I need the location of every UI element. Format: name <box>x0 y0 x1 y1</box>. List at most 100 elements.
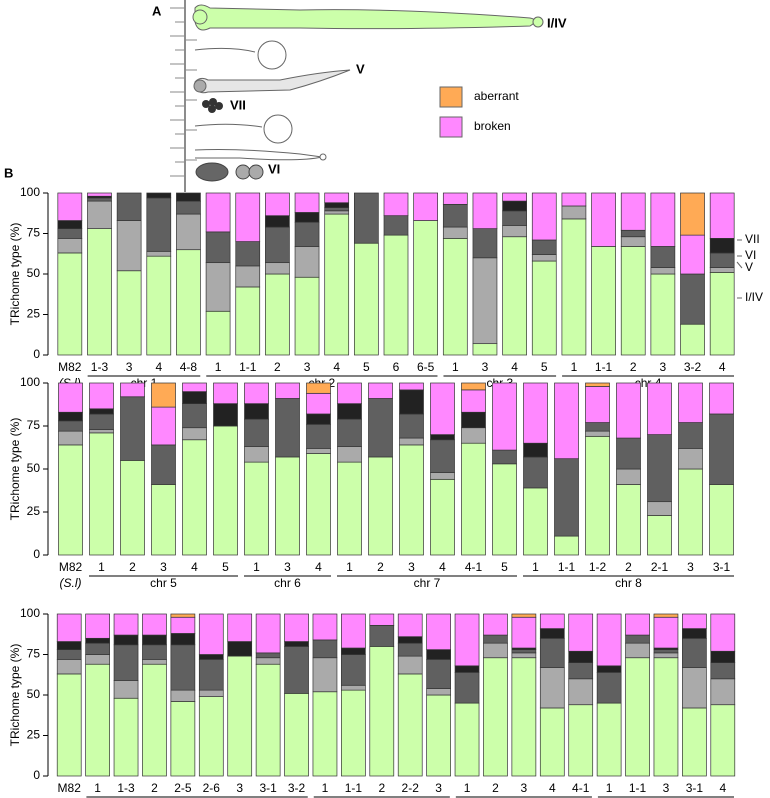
bar-segment <box>182 391 207 404</box>
x-tick-label: 2-1 <box>651 560 669 574</box>
x-tick-label: 6-5 <box>417 360 435 374</box>
y-tick-label: 50 <box>27 687 41 701</box>
bar-segment <box>146 250 172 257</box>
bar-segment <box>341 689 366 777</box>
bar-segment <box>430 434 455 441</box>
bar-segment <box>227 655 253 777</box>
bar-segment <box>353 192 379 244</box>
bar-segment <box>89 432 114 556</box>
bar-segment <box>227 613 253 642</box>
bar-segment <box>324 210 350 215</box>
bar-segment <box>182 382 207 392</box>
bar-segment <box>170 644 196 691</box>
bar-segment <box>430 478 455 556</box>
group-label: chr 5 <box>150 576 177 590</box>
bar-segment <box>523 382 548 444</box>
bar-segment <box>442 226 468 239</box>
bar-segment <box>596 613 622 667</box>
x-tick-label: 2-5 <box>174 781 192 795</box>
bar-segment <box>265 192 290 217</box>
series-label: I/IV <box>745 290 763 304</box>
y-tick-label: 0 <box>33 547 40 561</box>
x-tick-label: 2 <box>274 360 281 374</box>
x-tick-label: 1-3 <box>117 781 135 795</box>
x-tick-label: 1 <box>532 560 539 574</box>
bar-segment <box>442 192 468 205</box>
bar-segment <box>306 423 331 449</box>
bar-segment <box>710 650 736 663</box>
bar-segment <box>709 382 734 415</box>
x-tick-label: 1-1 <box>345 781 363 795</box>
bar-segment <box>511 613 537 618</box>
bar-segment <box>680 323 705 356</box>
bar-segment <box>116 220 142 272</box>
y-tick-label: 75 <box>27 418 41 432</box>
bar-segment <box>678 382 703 423</box>
y-tick-label: 25 <box>27 728 41 742</box>
bar-segment <box>255 652 281 659</box>
bar-segment <box>306 448 331 454</box>
x-tick-label: M82 <box>59 560 83 574</box>
bar-segment <box>399 389 424 415</box>
bar-segment <box>87 197 112 202</box>
bar-segment <box>585 422 610 432</box>
bar-segment <box>57 220 83 229</box>
bar-segment <box>461 389 486 413</box>
bar-segment <box>294 276 320 356</box>
bar-segment <box>151 484 176 556</box>
bar-segment <box>182 427 207 441</box>
bar-segment <box>523 487 548 556</box>
bar-segment <box>244 461 269 556</box>
group-label: chr 7 <box>414 576 441 590</box>
bar-segment <box>554 458 579 537</box>
x-tick-label: 1-3 <box>91 360 109 374</box>
bar-segment <box>502 200 527 212</box>
y-tick-label: 0 <box>33 347 40 361</box>
bar-segment <box>397 673 423 777</box>
bar-segment <box>151 406 176 446</box>
x-tick-label: 4-8 <box>180 360 198 374</box>
bar-segment <box>710 662 736 680</box>
x-tick-label: 1 <box>346 560 353 574</box>
bar-segment <box>397 613 423 638</box>
x-tick-label: 3 <box>284 560 291 574</box>
bar-segment <box>255 613 281 654</box>
bar-segment <box>539 637 565 668</box>
x-tick-label: 3-1 <box>713 560 731 574</box>
bar-segment <box>678 468 703 556</box>
bar-segment <box>294 212 320 223</box>
bar-segment <box>369 624 395 647</box>
bar-segment <box>625 634 650 644</box>
bar-segment <box>205 262 231 312</box>
bar-segment <box>56 649 82 660</box>
bar-segment <box>87 228 112 356</box>
bar-segment <box>680 234 705 275</box>
bar-segment <box>539 667 565 709</box>
bar-segment <box>426 694 451 777</box>
bar-segment <box>511 652 537 659</box>
bar-segment <box>454 613 480 667</box>
bar-segment <box>709 238 735 254</box>
bar-segment <box>170 613 196 618</box>
bar-segment <box>625 642 650 659</box>
bar-segment <box>539 707 565 777</box>
bar-segment <box>142 659 167 665</box>
bar-segment <box>176 249 201 356</box>
diagram-label: V <box>356 61 365 76</box>
bar-segment <box>653 616 679 649</box>
x-tick-label: 3 <box>435 781 442 795</box>
bar-segment <box>170 616 196 634</box>
bar-segment <box>176 192 201 202</box>
bar-segment <box>483 634 508 644</box>
bar-segment <box>198 654 224 660</box>
bar-segment <box>337 446 362 463</box>
bar-segment <box>397 655 423 675</box>
bar-segment <box>85 613 110 639</box>
bar-segment <box>430 439 455 473</box>
bar-segment <box>284 646 309 694</box>
series-label: V <box>745 260 753 274</box>
bar-segment <box>650 267 676 275</box>
bar-segment <box>58 444 83 556</box>
bar-segment <box>472 192 498 229</box>
x-tick-label: 4 <box>439 560 446 574</box>
